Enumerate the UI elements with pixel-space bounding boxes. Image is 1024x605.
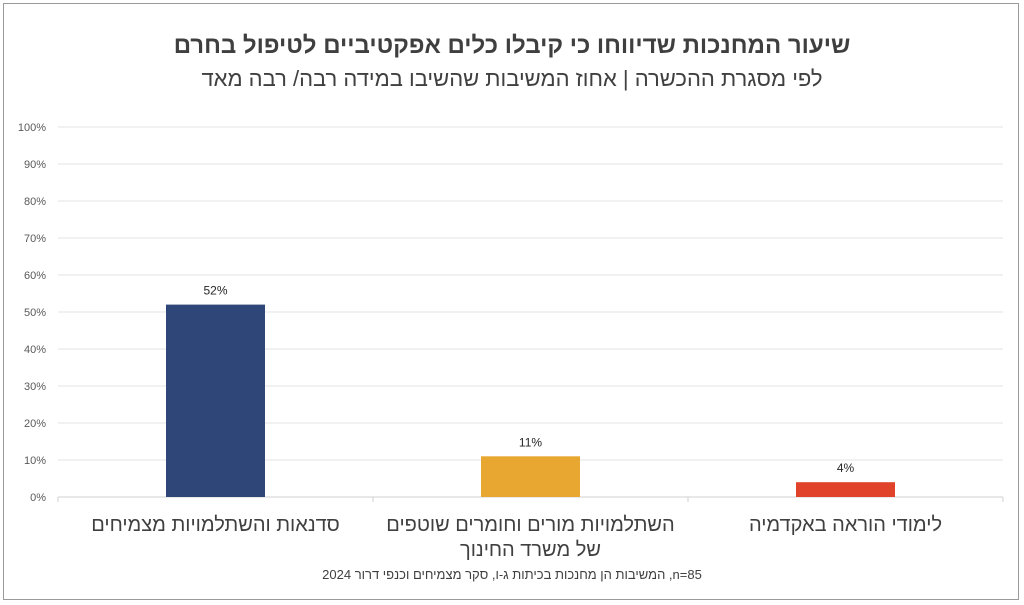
y-tick-label: 30% [24,381,46,393]
chart-title: שיעור המחנכות שדיווחו כי קיבלו כלים אפקט… [173,32,851,59]
data-label: 4% [837,461,855,475]
chart-frame [3,3,1019,600]
category-label-line: לימודי הוראה באקדמיה [749,514,942,536]
y-tick-label: 40% [24,344,46,356]
bar [481,456,580,497]
y-tick-label: 80% [24,196,46,208]
data-label: 11% [519,435,542,449]
y-tick-label: 50% [24,307,46,319]
category-label: לימודי הוראה באקדמיה [749,514,942,536]
chart-subtitle: לפי מסגרת ההכשרה | אחוז המשיבות שהשיבו ב… [201,66,823,91]
y-tick-label: 100% [18,122,46,134]
chart-footnote: n=85, המשיבות הן מחנכות בכיתות ג-ו, סקר … [322,567,702,582]
y-tick-label: 10% [24,455,46,467]
bar [166,304,265,497]
category-label-line: של משרד החינוך [460,539,601,561]
bar [796,482,895,497]
y-tick-label: 70% [24,233,46,245]
category-label: סדנאות והשתלמויות מצמיחים [91,514,340,536]
y-tick-label: 60% [24,270,46,282]
y-tick-label: 0% [30,492,46,504]
y-tick-label: 90% [24,159,46,171]
data-label: 52% [203,284,227,298]
category-label: השתלמויות מורים וחומרים שוטפים של משרד הח… [386,514,674,561]
category-label-line: סדנאות והשתלמויות מצמיחים [91,514,340,536]
category-label-line: השתלמויות מורים וחומרים שוטפים [386,514,674,536]
y-tick-label: 20% [24,418,46,430]
